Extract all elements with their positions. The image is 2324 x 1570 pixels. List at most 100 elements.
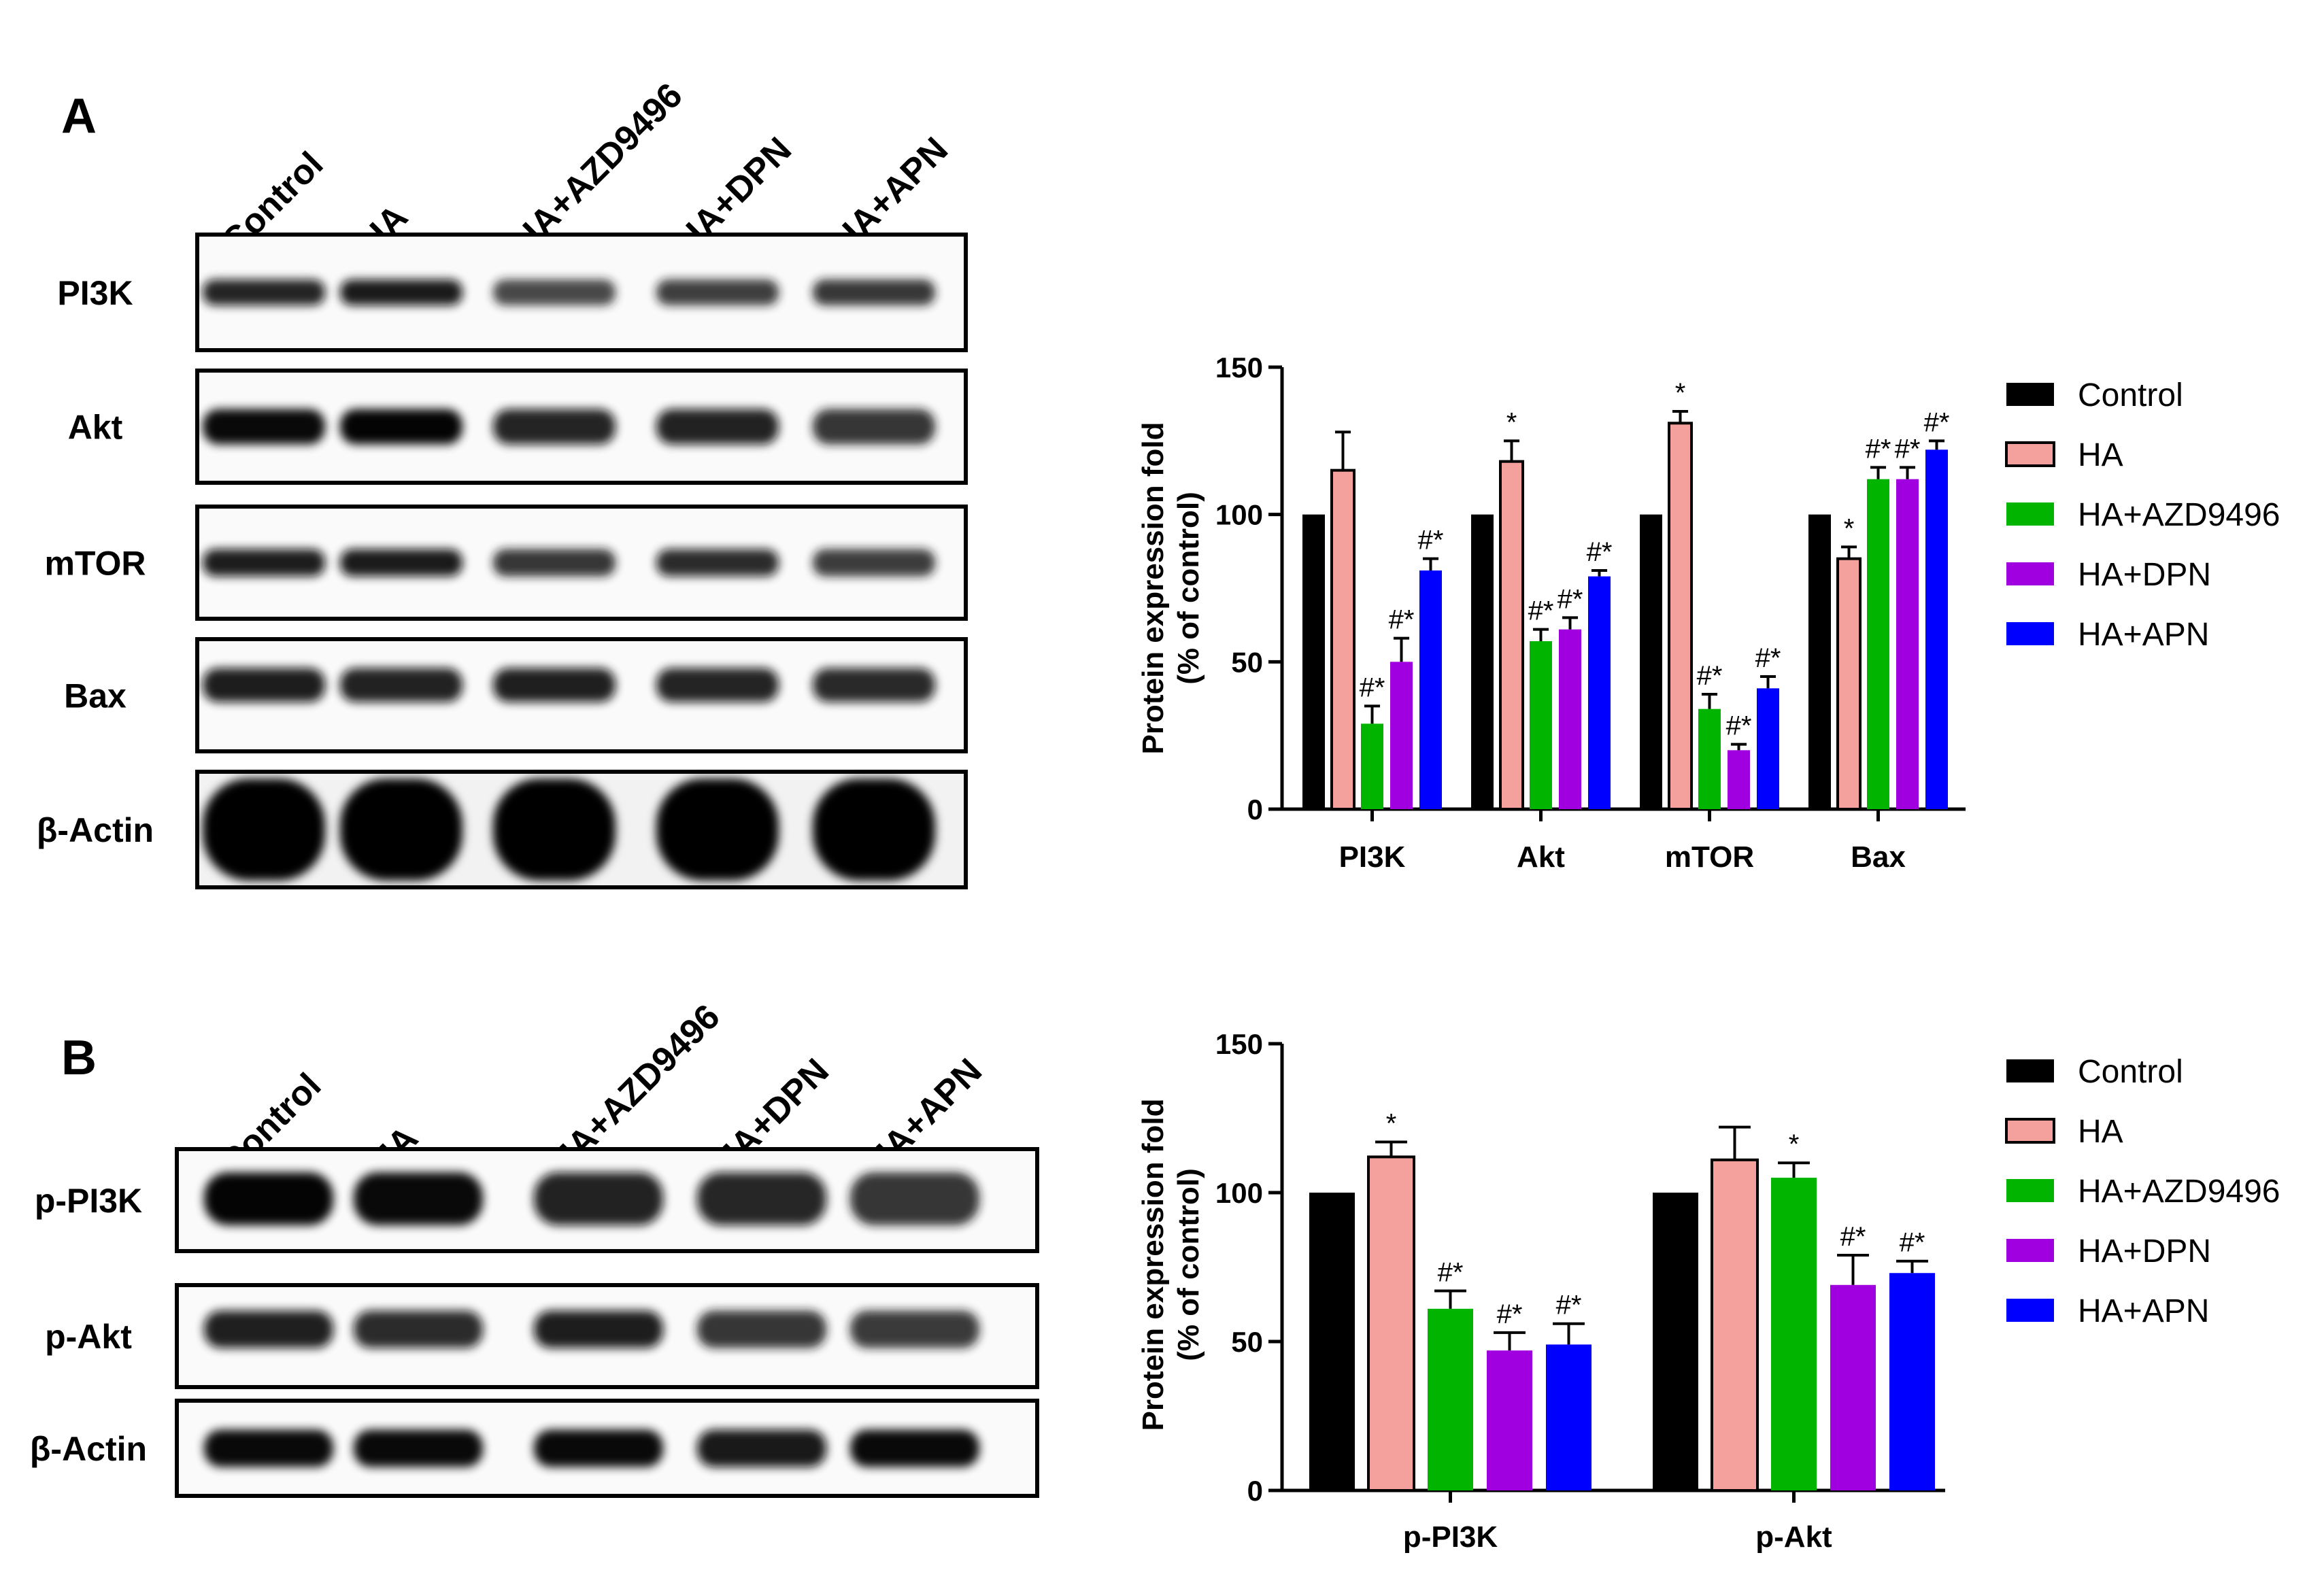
bar (1309, 1193, 1355, 1490)
blot-band (656, 279, 779, 305)
blot-band (204, 1310, 333, 1348)
significance-mark: #* (1556, 1291, 1582, 1320)
bar (1925, 449, 1948, 809)
significance-mark: #* (1438, 1258, 1464, 1288)
legend-swatch (2006, 383, 2054, 406)
blot-row-label: β-Actin (30, 1430, 147, 1468)
blot-band (203, 549, 325, 577)
legend-label: Control (2078, 1054, 2183, 1090)
blot-band (813, 409, 935, 445)
x-tick-label: mTOR (1665, 840, 1754, 874)
blot-band (340, 279, 462, 305)
blot-row-label: p-PI3K (35, 1182, 142, 1220)
legend-label: HA (2078, 437, 2123, 473)
y-axis-label-line: Protein expression fold (1136, 1099, 1170, 1431)
significance-mark: #* (1360, 672, 1385, 702)
legend-label: HA+DPN (2078, 557, 2211, 593)
y-tick-label: 150 (1215, 352, 1263, 383)
bar (1330, 468, 1355, 811)
blot-band (354, 1310, 483, 1348)
bar (1588, 576, 1611, 809)
bar (1836, 557, 1862, 811)
blot-band (203, 779, 325, 881)
blot-band (850, 1429, 979, 1467)
bar (1390, 662, 1413, 809)
blot-band (534, 1172, 663, 1225)
legend-swatch (2006, 622, 2054, 645)
y-tick-label: 100 (1215, 499, 1263, 531)
bar (1653, 1193, 1698, 1490)
legend-label: HA+DPN (2078, 1233, 2211, 1269)
y-axis-label-line: (% of control) (1172, 1168, 1205, 1361)
y-tick-label: 0 (1247, 1475, 1263, 1507)
blot-band (493, 779, 616, 881)
bar (1546, 1344, 1592, 1490)
significance-mark: #* (1497, 1299, 1523, 1329)
significance-mark: #* (1924, 407, 1950, 437)
bar (1808, 514, 1831, 809)
bar (1668, 422, 1693, 810)
blot-row-label: β-Actin (37, 811, 154, 849)
legend-swatch (2006, 1299, 2054, 1322)
blot-band (493, 668, 616, 702)
blot-band (493, 409, 616, 445)
bar (1698, 709, 1721, 809)
y-tick-label: 0 (1247, 793, 1263, 825)
significance-mark: #* (1840, 1222, 1866, 1252)
blot-band (656, 409, 779, 445)
legend: Control HA HA+AZD9496 HA+DPN HA+APN (2005, 377, 2280, 653)
blot-band (813, 549, 935, 577)
blot-band (204, 1172, 333, 1225)
y-tick-label: 50 (1231, 646, 1263, 678)
bar (1728, 750, 1750, 809)
legend-label: Control (2078, 377, 2183, 413)
legend-label: HA (2078, 1114, 2123, 1150)
blot-band (656, 779, 779, 881)
bar (1419, 570, 1442, 809)
bar (1487, 1350, 1532, 1490)
significance-mark: * (1789, 1129, 1800, 1159)
blot-band (340, 409, 462, 445)
blot-band (340, 779, 462, 881)
legend-swatch (2006, 562, 2054, 585)
bar (1530, 641, 1552, 809)
bar (1896, 479, 1919, 809)
panel-letter: B (61, 1031, 97, 1085)
blot-band (656, 668, 779, 702)
legend-label: HA+APN (2078, 617, 2209, 653)
bar (1428, 1308, 1473, 1490)
blot-band (534, 1310, 663, 1348)
blot-band (354, 1429, 483, 1467)
bar (1867, 479, 1889, 809)
blot-band (203, 668, 325, 702)
blot-band (340, 549, 462, 577)
legend-label: HA+APN (2078, 1293, 2209, 1329)
significance-mark: #* (1726, 711, 1752, 741)
blot-band (850, 1172, 979, 1225)
legend-swatch (2005, 1118, 2055, 1144)
blot-band (697, 1310, 826, 1348)
blot-band (656, 549, 779, 577)
bar (1640, 514, 1662, 809)
y-axis-label: Protein expression fold(% of control) (1136, 422, 1205, 755)
blot-band (850, 1310, 979, 1348)
y-tick-label: 50 (1231, 1326, 1263, 1358)
y-axis-label: Protein expression fold(% of control) (1136, 1099, 1205, 1431)
blot-band (697, 1172, 826, 1225)
legend-swatch (2006, 502, 2054, 526)
blot-row-label: p-Akt (45, 1318, 132, 1356)
legend-swatch (2006, 1059, 2054, 1082)
bar-chart-1: 0 50 100 150 Protein expression fold(% of co… (1136, 352, 2280, 874)
blot-band (354, 1172, 483, 1225)
legend-swatch (2006, 1239, 2054, 1262)
bar (1711, 1158, 1759, 1492)
significance-mark: #* (1895, 434, 1921, 464)
blot-band (813, 779, 935, 881)
significance-mark: * (1386, 1109, 1397, 1139)
blot-band (204, 1429, 333, 1467)
blot-band (697, 1429, 826, 1467)
y-tick-label: 150 (1215, 1028, 1263, 1060)
bar (1499, 460, 1524, 811)
blot-band (340, 668, 462, 702)
